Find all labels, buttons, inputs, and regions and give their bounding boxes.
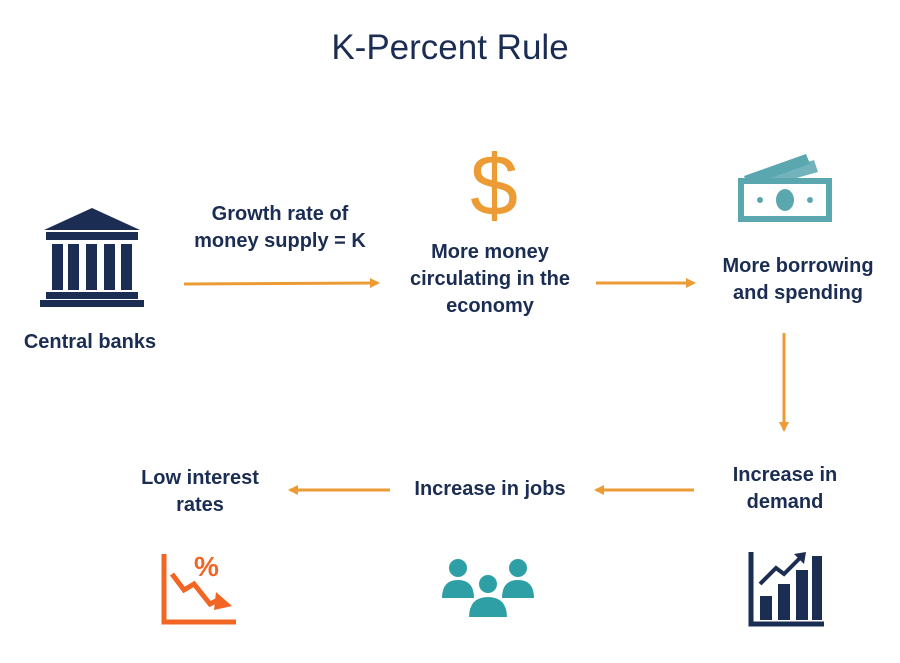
people-icon <box>442 559 534 619</box>
cash-icon <box>738 154 832 222</box>
arrow-bank-to-money <box>183 278 380 289</box>
growth-rate-label: Growth rate of money supply = K <box>194 203 366 252</box>
borrowing-label: More borrowing and spending <box>722 255 874 304</box>
falling-percent-icon: % <box>161 551 236 625</box>
dollar-icon: $ <box>470 138 518 234</box>
more-money-label: More money circulating in the economy <box>409 241 571 317</box>
interest-label: Low interest rates <box>141 467 259 516</box>
percent-symbol: % <box>194 551 219 582</box>
central-banks-label: Central banks <box>23 331 157 353</box>
diagram-title: K-Percent Rule <box>331 28 569 67</box>
jobs-label: Increase in jobs <box>414 478 566 500</box>
growth-chart-icon <box>748 552 824 627</box>
bank-icon <box>40 208 144 307</box>
demand-label: Increase in demand <box>732 464 838 513</box>
